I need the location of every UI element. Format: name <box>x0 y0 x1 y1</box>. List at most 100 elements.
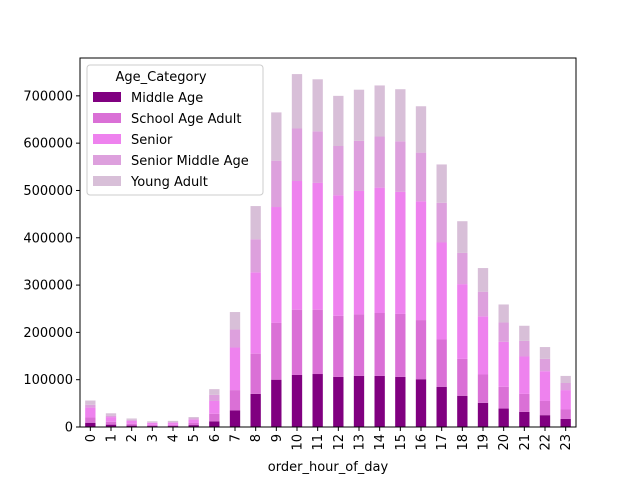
x-tick-label: 22 <box>539 434 554 451</box>
bar-segment-hour-8-series-0 <box>250 393 261 427</box>
bar-segment-hour-3-series-1 <box>147 424 158 427</box>
bar-segment-hour-2-series-4 <box>126 418 137 420</box>
bar-segment-hour-22-series-2 <box>539 371 551 401</box>
bar-segment-hour-7-series-4 <box>229 312 241 330</box>
bar-segment-hour-13-series-3 <box>353 140 365 191</box>
x-tick-label: 15 <box>394 434 409 451</box>
bar-segment-hour-12-series-3 <box>333 145 344 196</box>
bar-segment-hour-5-series-4 <box>188 417 199 419</box>
x-tick-label: 20 <box>497 434 512 451</box>
bar-segment-hour-5-series-0 <box>188 425 199 427</box>
bar-segment-hour-0-series-4 <box>85 400 96 405</box>
bar-segment-hour-23-series-3 <box>560 383 571 391</box>
bar-segment-hour-9-series-1 <box>271 322 282 380</box>
x-tick-label: 0 <box>84 434 99 442</box>
bar-segment-hour-8-series-1 <box>250 353 261 394</box>
bar-segment-hour-19-series-2 <box>477 316 489 375</box>
x-tick-label: 17 <box>435 434 450 451</box>
bar-segment-hour-9-series-2 <box>271 207 282 323</box>
bar-segment-hour-18-series-1 <box>457 358 468 396</box>
bar-segment-hour-14-series-1 <box>374 312 385 376</box>
bar-segment-hour-17-series-0 <box>436 386 447 427</box>
bar-segment-hour-2-series-0 <box>126 425 137 427</box>
bar-segment-hour-0-series-0 <box>85 422 96 427</box>
bar-segment-hour-8-series-4 <box>250 206 261 240</box>
bar-segment-hour-19-series-4 <box>477 268 489 292</box>
bar-segment-hour-8-series-3 <box>250 239 261 273</box>
bar-segment-hour-18-series-3 <box>457 252 468 285</box>
bar-segment-hour-14-series-3 <box>374 136 385 188</box>
bar-segment-hour-16-series-0 <box>415 379 427 427</box>
bar-segment-hour-10-series-0 <box>291 374 303 427</box>
x-tick-label: 18 <box>456 434 471 451</box>
x-tick-label: 8 <box>249 434 264 442</box>
y-tick-label: 0 <box>65 421 73 436</box>
bar-segment-hour-9-series-0 <box>271 379 282 427</box>
x-tick-label: 5 <box>187 434 202 442</box>
bar-segment-hour-20-series-1 <box>498 386 509 409</box>
bar-segment-hour-11-series-2 <box>312 182 323 310</box>
bar-segment-hour-1-series-3 <box>105 415 117 418</box>
bar-segment-hour-7-series-3 <box>229 329 241 348</box>
bar-segment-hour-0-series-2 <box>85 407 96 418</box>
bar-segment-hour-4-series-2 <box>167 422 179 425</box>
bar-segment-hour-21-series-4 <box>519 325 530 341</box>
bar-segment-hour-6-series-1 <box>209 413 220 422</box>
bar-segment-hour-18-series-4 <box>457 221 468 253</box>
bar-segment-hour-16-series-3 <box>415 152 427 202</box>
bar-segment-hour-16-series-1 <box>415 320 427 380</box>
x-tick-label: 3 <box>146 434 161 442</box>
bar-segment-hour-15-series-2 <box>395 191 406 314</box>
legend-box <box>86 64 264 196</box>
x-tick-label: 19 <box>477 434 492 451</box>
y-axis: 0 100000 200000 300000 400000 500000 600000 700… <box>23 89 80 436</box>
bar-segment-hour-5-series-3 <box>188 418 199 420</box>
x-axis: 0 1 2 3 4 5 6 7 8 9 10 11 12 13 14 15 16 17 18 19 20 21 22 23 <box>84 427 574 451</box>
legend-title: Age_Category <box>115 70 206 85</box>
bar-segment-hour-22-series-4 <box>539 347 551 359</box>
bar-segment-hour-22-series-0 <box>539 415 551 427</box>
x-axis-label: order_hour_of_day <box>268 460 389 475</box>
legend-entry-label: Senior <box>131 133 173 148</box>
bar-segment-hour-16-series-4 <box>415 106 427 153</box>
bar-segment-hour-20-series-4 <box>498 304 509 323</box>
legend-swatch <box>93 176 121 186</box>
bar-segment-hour-14-series-0 <box>374 375 385 427</box>
legend-swatch <box>93 92 121 102</box>
bar-segment-hour-18-series-0 <box>457 395 468 427</box>
bar-segment-hour-15-series-3 <box>395 141 406 192</box>
legend-entry-label: School Age Adult <box>131 112 241 127</box>
bar-segment-hour-12-series-4 <box>333 95 344 146</box>
bar-segment-hour-23-series-2 <box>560 390 571 410</box>
bar-segment-hour-21-series-3 <box>519 340 530 357</box>
x-tick-label: 13 <box>353 434 368 451</box>
plot-frame <box>79 57 577 428</box>
bar-segment-hour-21-series-1 <box>519 393 530 412</box>
bar-segment-hour-1-series-1 <box>105 421 117 425</box>
bar-segment-hour-6-series-0 <box>209 421 220 427</box>
bar-segment-hour-15-series-4 <box>395 89 406 142</box>
x-tick-label: 4 <box>167 434 182 442</box>
bar-segment-hour-22-series-1 <box>539 400 551 416</box>
bar-segment-hour-14-series-4 <box>374 85 385 137</box>
bar-segment-hour-10-series-4 <box>291 74 303 129</box>
y-tick-label: 700000 <box>23 89 73 104</box>
bar-segment-hour-10-series-1 <box>291 309 303 375</box>
legend-entry-label: Senior Middle Age <box>131 154 249 169</box>
bar-segment-hour-7-series-1 <box>229 390 241 411</box>
bar-segment-hour-1-series-2 <box>105 417 117 422</box>
bar-segment-hour-23-series-1 <box>560 409 571 419</box>
bar-segment-hour-19-series-1 <box>477 374 489 403</box>
legend-swatch <box>93 155 121 165</box>
bars-layer <box>85 74 571 427</box>
bar-segment-hour-7-series-2 <box>229 347 241 391</box>
bar-segment-hour-4-series-4 <box>167 420 179 423</box>
bar-segment-hour-1-series-0 <box>105 424 117 427</box>
bar-segment-hour-14-series-2 <box>374 187 385 313</box>
bar-segment-hour-17-series-3 <box>436 202 447 243</box>
bar-segment-hour-6-series-3 <box>209 394 220 401</box>
y-tick-label: 500000 <box>23 184 73 199</box>
bar-segment-hour-8-series-2 <box>250 272 261 354</box>
bar-segment-hour-20-series-3 <box>498 322 509 342</box>
